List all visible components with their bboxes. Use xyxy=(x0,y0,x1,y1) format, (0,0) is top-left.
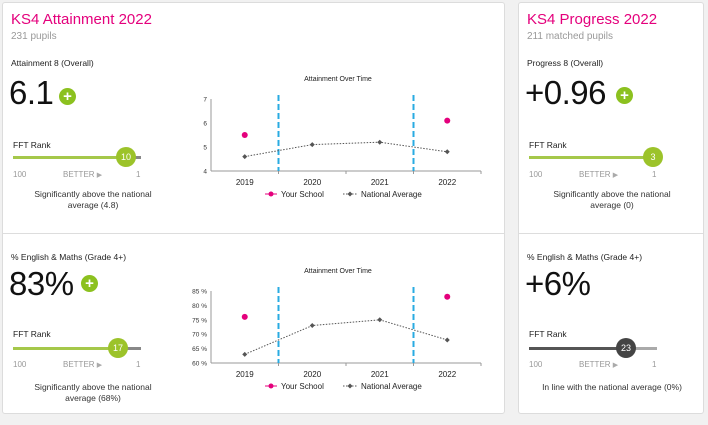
right-arrow-icon: ▶ xyxy=(612,172,619,179)
right-arrow-icon: ▶ xyxy=(96,172,103,179)
em-progress-rank-marker[interactable]: 23 xyxy=(616,338,636,358)
legend-national-icon xyxy=(347,191,353,197)
x-tick-label: 2019 xyxy=(236,370,254,379)
a8-scale-better: BETTER ▶ xyxy=(63,170,103,179)
y-tick-label: 7 xyxy=(203,97,207,104)
national-average-point xyxy=(377,139,383,145)
national-average-point xyxy=(242,154,248,160)
em-progress-description: In line with the national average (0%) xyxy=(542,382,682,392)
national-average-line xyxy=(244,141,448,158)
attainment-title: KS4 Attainment 2022 xyxy=(11,11,152,28)
a8-rank-marker[interactable]: 10 xyxy=(116,147,136,167)
em-scale-left: 100 xyxy=(13,360,27,369)
y-tick-label: 60 % xyxy=(192,361,207,368)
em-rank-track-rest xyxy=(119,347,141,350)
your-school-point xyxy=(444,117,451,124)
chart-title: Attainment Over Time xyxy=(304,268,372,275)
y-tick-label: 6 xyxy=(203,121,207,128)
legend-national-icon xyxy=(347,383,353,389)
national-average-point xyxy=(309,142,315,148)
attainment-card: KS4 Attainment 2022 231 pupils Attainmen… xyxy=(2,2,505,414)
plus-icon: + xyxy=(81,275,98,292)
em-progress-scale-right: 1 xyxy=(652,360,657,369)
x-tick-label: 2021 xyxy=(371,370,389,379)
legend-national-average: National Average xyxy=(361,382,422,391)
y-tick-label: 5 xyxy=(203,145,207,152)
national-average-point xyxy=(309,323,315,329)
em-fft-label: FFT Rank xyxy=(13,329,51,339)
p8-description: Significantly above the national average… xyxy=(553,189,671,211)
progress-subtitle: 211 matched pupils xyxy=(527,31,613,42)
x-tick-label: 2022 xyxy=(438,370,456,379)
em-progress-rank-track-rest xyxy=(625,347,657,350)
em-progress-rank-track xyxy=(529,347,625,350)
attainment-chart-a8: Attainment Over Time 4 5 6 7 2019 2020 2021 2022… xyxy=(203,76,482,199)
national-average-line xyxy=(244,319,448,355)
your-school-point xyxy=(241,132,248,138)
legend-your-school-icon xyxy=(268,383,274,389)
a8-scale-left: 100 xyxy=(13,170,27,179)
section-divider xyxy=(3,233,504,234)
em-rank-track xyxy=(13,347,119,350)
national-average-point xyxy=(242,351,248,357)
x-tick-label: 2020 xyxy=(303,370,321,379)
x-tick-label: 2022 xyxy=(438,178,456,187)
a8-fft-label: FFT Rank xyxy=(13,140,51,150)
y-tick-label: 80 % xyxy=(192,303,207,310)
em-title: % English & Maths (Grade 4+) xyxy=(11,252,127,262)
y-tick-label: 70 % xyxy=(192,332,207,339)
progress-card: KS4 Progress 2022 211 matched pupils Pro… xyxy=(518,2,704,414)
y-tick-label: 75 % xyxy=(192,317,207,324)
em-rank-marker[interactable]: 17 xyxy=(108,338,128,358)
p8-title: Progress 8 (Overall) xyxy=(527,58,604,68)
legend-national-average: National Average xyxy=(361,190,422,199)
legend-your-school-icon xyxy=(268,191,274,197)
chart-title: Attainment Over Time xyxy=(304,76,372,83)
your-school-point xyxy=(444,293,451,300)
plus-icon: + xyxy=(616,87,633,104)
plus-icon: + xyxy=(59,88,76,105)
em-scale-right: 1 xyxy=(136,360,141,369)
section-divider xyxy=(519,233,703,234)
x-tick-label: 2020 xyxy=(303,178,321,187)
attainment-chart-em: Attainment Over Time 60 % 65 % 70 % 75 % 80 %… xyxy=(192,268,482,391)
y-tick-label: 4 xyxy=(203,169,207,176)
p8-scale-right: 1 xyxy=(652,170,657,179)
em-progress-scale-left: 100 xyxy=(529,360,543,369)
p8-fft-label: FFT Rank xyxy=(529,140,567,150)
p8-rank-track xyxy=(529,156,657,159)
y-tick-label: 65 % xyxy=(192,346,207,353)
legend-your-school: Your School xyxy=(281,382,324,391)
right-arrow-icon: ▶ xyxy=(96,362,103,369)
a8-description: Significantly above the national average… xyxy=(34,189,152,211)
a8-rank-track xyxy=(13,156,125,159)
legend-your-school: Your School xyxy=(281,190,324,199)
x-tick-label: 2021 xyxy=(371,178,389,187)
y-tick-label: 85 % xyxy=(192,289,207,296)
em-progress-fft-label: FFT Rank xyxy=(529,329,567,339)
progress-title: KS4 Progress 2022 xyxy=(527,11,658,28)
em-progress-scale-better: BETTER ▶ xyxy=(579,360,619,369)
attainment-subtitle: 231 pupils xyxy=(11,31,57,42)
p8-rank-marker[interactable]: 3 xyxy=(643,147,663,167)
em-progress-value: +6% xyxy=(525,265,591,302)
em-progress-title: % English & Maths (Grade 4+) xyxy=(527,252,643,262)
a8-value: 6.1 xyxy=(9,74,54,111)
a8-title: Attainment 8 (Overall) xyxy=(11,58,94,68)
national-average-point xyxy=(444,149,450,155)
p8-scale-better: BETTER ▶ xyxy=(579,170,619,179)
national-average-point xyxy=(444,337,450,343)
em-scale-better: BETTER ▶ xyxy=(63,360,103,369)
p8-scale-left: 100 xyxy=(529,170,543,179)
national-average-point xyxy=(377,317,383,323)
em-description: Significantly above the national average… xyxy=(34,382,152,404)
em-value: 83% xyxy=(9,265,74,302)
a8-scale-right: 1 xyxy=(136,170,141,179)
x-tick-label: 2019 xyxy=(236,178,254,187)
right-arrow-icon: ▶ xyxy=(612,362,619,369)
your-school-point xyxy=(241,313,248,320)
p8-value: +0.96 xyxy=(525,74,607,111)
